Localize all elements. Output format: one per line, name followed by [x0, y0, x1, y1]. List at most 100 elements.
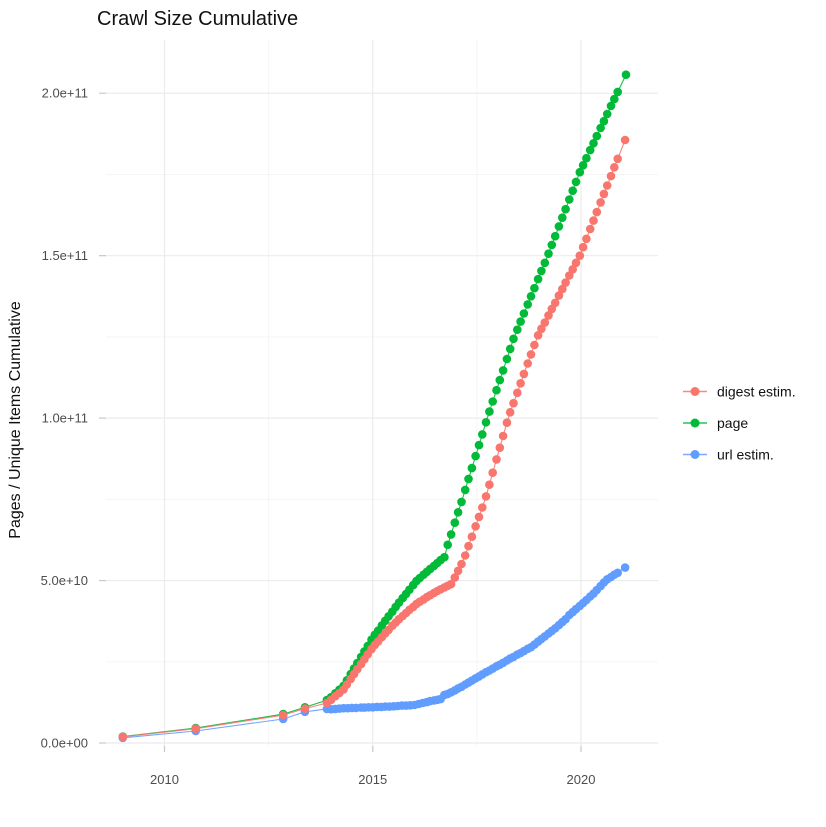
data-point-digest-estim: [453, 566, 463, 576]
data-point-digest-estim: [544, 311, 553, 320]
data-point-digest-estim: [558, 284, 567, 294]
data-point-digest-estim: [485, 480, 494, 490]
data-point-digest-estim: [582, 234, 591, 244]
data-point-page: [613, 87, 622, 97]
data-point-page: [550, 231, 560, 241]
data-point-page: [519, 309, 529, 318]
legend-item-digest-estim: digest estim.: [683, 383, 796, 399]
data-point-digest-estim: [585, 224, 595, 234]
data-point-digest-estim: [578, 242, 588, 252]
data-point-page: [592, 131, 602, 141]
data-point-digest-estim: [596, 198, 605, 207]
legend-key-dot-digest-estim: [690, 387, 700, 396]
data-point-digest-estim: [575, 251, 585, 260]
data-point-digest-estim: [498, 431, 508, 441]
data-point-page: [610, 94, 619, 104]
axis-label-layer: 2010 2015 2020 0.0e+00 5.0e+10 1.0e+11 1.5e+11…: [41, 86, 596, 787]
data-point-digest-estim: [613, 154, 622, 164]
data-point-page: [582, 153, 591, 163]
data-point-digest-estim: [446, 579, 456, 589]
data-point-digest-estim: [300, 704, 310, 713]
data-point-page: [568, 186, 577, 195]
data-point-page: [537, 266, 546, 276]
data-point-digest-estim: [278, 710, 288, 720]
y-tick-label: 5.0e+10: [41, 573, 88, 588]
data-point-page: [602, 109, 612, 119]
series-line-url-estim: [122, 567, 626, 739]
data-point-page: [544, 249, 553, 258]
data-point-page: [446, 530, 456, 539]
x-tick-label: 2020: [567, 772, 596, 787]
data-point-page: [502, 354, 512, 364]
data-point-digest-estim: [554, 291, 564, 300]
data-point-digest-estim: [502, 418, 512, 428]
data-point-digest-estim: [495, 443, 505, 453]
data-point-page: [606, 101, 616, 111]
data-point-page: [578, 161, 588, 170]
data-point-digest-estim: [464, 541, 473, 551]
data-point-page: [571, 177, 581, 187]
series-digest-estim: [118, 135, 630, 742]
data-point-digest-estim: [505, 408, 515, 417]
data-point-page: [530, 283, 539, 293]
data-point-page: [498, 366, 508, 375]
data-point-page: [533, 274, 543, 284]
data-point-page: [554, 222, 564, 231]
data-point-page: [599, 116, 609, 126]
data-point-digest-estim: [610, 163, 619, 172]
data-point-page: [547, 240, 557, 250]
data-point-page: [526, 292, 536, 301]
data-point-digest-estim: [550, 298, 560, 308]
y-tick-label: 1.5e+11: [42, 248, 88, 263]
data-point-digest-estim: [488, 468, 498, 478]
data-point-digest-estim: [519, 369, 529, 379]
data-point-page: [589, 139, 598, 148]
data-point-digest-estim: [523, 359, 532, 368]
chart-title: Crawl Size Cumulative: [97, 8, 298, 30]
data-point-page: [443, 540, 453, 550]
legend-item-page: page: [683, 415, 748, 431]
data-point-digest-estim: [450, 573, 460, 582]
legend-key-dot-url-estim: [690, 450, 700, 459]
data-point-page: [565, 195, 574, 204]
data-point-page: [558, 213, 567, 222]
legend-label-digest-estim: digest estim.: [717, 383, 796, 399]
data-point-digest-estim: [526, 350, 536, 359]
data-point-digest-estim: [492, 455, 501, 464]
data-point-digest-estim: [516, 379, 525, 388]
data-point-page: [523, 300, 532, 309]
y-tick-label: 1.0e+11: [42, 411, 88, 426]
data-point-digest-estim: [513, 388, 522, 398]
data-point-digest-estim: [467, 532, 477, 541]
y-tick-label: 0.0e+00: [41, 736, 88, 751]
data-point-page: [585, 145, 595, 155]
data-point-digest-estim: [606, 171, 616, 181]
data-point-digest-estim: [471, 522, 480, 531]
data-point-page: [474, 440, 484, 450]
data-point-page: [516, 317, 525, 326]
data-point-digest-estim: [620, 135, 630, 145]
data-point-digest-estim: [191, 724, 200, 733]
x-tick-label: 2015: [358, 772, 387, 787]
series-layer: [118, 70, 631, 743]
data-point-digest-estim: [561, 278, 570, 287]
data-point-url-estim: [613, 568, 622, 578]
data-point-digest-estim: [571, 258, 581, 268]
data-point-digest-estim: [599, 189, 609, 199]
data-point-page: [471, 451, 480, 461]
data-point-digest-estim: [533, 331, 543, 340]
data-point-page: [513, 325, 522, 335]
legend-key-dot-page: [690, 418, 700, 428]
data-point-page: [492, 385, 501, 395]
data-point-page: [495, 375, 505, 385]
legend-label-page: page: [717, 415, 748, 431]
data-point-page: [540, 258, 550, 268]
data-point-digest-estim: [592, 207, 602, 217]
data-point-page: [596, 123, 605, 133]
x-tick-label: 2010: [150, 772, 179, 787]
data-point-page: [440, 552, 449, 562]
data-point-page: [450, 518, 460, 527]
data-point-page: [453, 508, 463, 517]
